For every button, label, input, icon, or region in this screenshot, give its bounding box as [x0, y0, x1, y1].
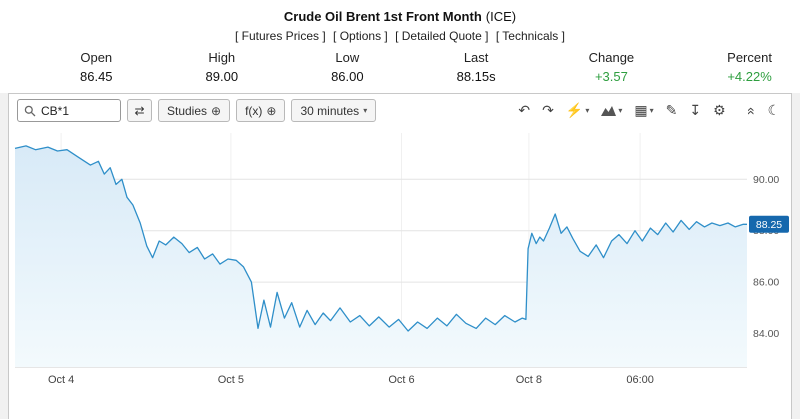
x-axis-label: Oct 5	[218, 374, 244, 386]
compare-icon: ⇄	[134, 103, 145, 118]
stat-change: Change +3.57	[588, 50, 635, 84]
stat-low: Low 86.00	[331, 50, 364, 84]
stat-high: High 89.00	[205, 50, 239, 84]
undo-icon: ↶	[518, 102, 531, 118]
dark-mode-toggle[interactable]: ☾	[764, 102, 783, 119]
studies-button[interactable]: Studies ⊕	[158, 99, 231, 122]
download-button[interactable]: ↧	[686, 102, 704, 119]
chart-toolbar: CB*1 ⇄ Studies ⊕ f(x) ⊕ 30 minutes ▾ ↶ ↷…	[9, 94, 791, 127]
price-line	[14, 145, 747, 332]
link-futures-prices[interactable]: [ Futures Prices ]	[235, 29, 326, 43]
y-axis-label: 84.00	[753, 328, 779, 340]
quote-header: Crude Oil Brent 1st Front Month (ICE) [ F…	[0, 0, 800, 93]
link-detailed-quote[interactable]: [ Detailed Quote ]	[395, 29, 489, 43]
x-axis-label: 06:00	[626, 374, 654, 386]
annotate-button[interactable]: ✎	[663, 102, 681, 119]
symbol-search-value: CB*1	[41, 103, 70, 118]
exchange-label: (ICE)	[485, 9, 517, 24]
area-chart-icon	[601, 106, 617, 116]
quote-links: [ Futures Prices ] [ Options ] [ Detaile…	[0, 29, 800, 43]
chevron-down-icon: ▾	[618, 105, 623, 115]
redo-icon: ↷	[542, 102, 554, 118]
plus-circle-icon: ⊕	[211, 103, 222, 118]
x-axis-label: Oct 4	[48, 374, 74, 386]
undo-button[interactable]: ↶	[515, 102, 533, 119]
settings-button[interactable]: ⚙	[710, 102, 729, 119]
chevron-down-icon: ▾	[585, 105, 590, 115]
display-grid-icon: ▦	[634, 102, 648, 118]
quick-actions-dropdown[interactable]: ⚡ ▾	[563, 102, 592, 119]
link-options[interactable]: [ Options ]	[333, 29, 388, 43]
stat-percent: Percent +4.22%	[727, 50, 772, 84]
collapse-chevrons-icon: «	[743, 106, 760, 115]
last-price-badge-text: 88.25	[756, 219, 782, 231]
x-axis-label: Oct 8	[516, 374, 542, 386]
price-area	[15, 145, 747, 367]
redo-button[interactable]: ↷	[539, 102, 557, 119]
chart-panel: CB*1 ⇄ Studies ⊕ f(x) ⊕ 30 minutes ▾ ↶ ↷…	[8, 93, 792, 419]
last-price-badge	[749, 215, 789, 233]
y-axis-label: 90.00	[753, 174, 779, 186]
x-axis-label: Oct 6	[388, 374, 414, 386]
symbol-title: Crude Oil Brent 1st Front Month	[283, 9, 482, 24]
stat-last: Last 88.15s	[456, 50, 496, 84]
page-title: Crude Oil Brent 1st Front Month (ICE)	[0, 8, 800, 26]
plus-circle-icon: ⊕	[266, 103, 277, 118]
quote-stats: Open 86.45 High 89.00 Low 86.00 Last 88.…	[0, 43, 800, 84]
search-icon	[24, 105, 36, 116]
collapse-button[interactable]: «	[743, 103, 760, 119]
symbol-search-input[interactable]: CB*1	[17, 99, 121, 122]
display-settings-dropdown[interactable]: ▦ ▾	[631, 102, 656, 119]
moon-icon: ☾	[767, 102, 780, 118]
download-icon: ↧	[689, 102, 702, 118]
link-technicals[interactable]: [ Technicals ]	[495, 29, 565, 43]
compare-button[interactable]: ⇄	[127, 99, 152, 122]
stat-open: Open 86.45	[80, 50, 113, 84]
y-axis-label: 86.00	[753, 277, 779, 289]
interval-dropdown[interactable]: 30 minutes ▾	[291, 99, 377, 122]
chart-type-dropdown[interactable]: ▾	[598, 105, 625, 116]
chevron-down-icon: ▾	[649, 105, 654, 115]
pencil-icon: ✎	[665, 102, 678, 118]
gear-icon: ⚙	[713, 102, 726, 118]
chevron-down-icon: ▾	[363, 105, 368, 115]
fx-button[interactable]: f(x) ⊕	[236, 99, 286, 122]
flash-icon: ⚡	[565, 102, 584, 118]
